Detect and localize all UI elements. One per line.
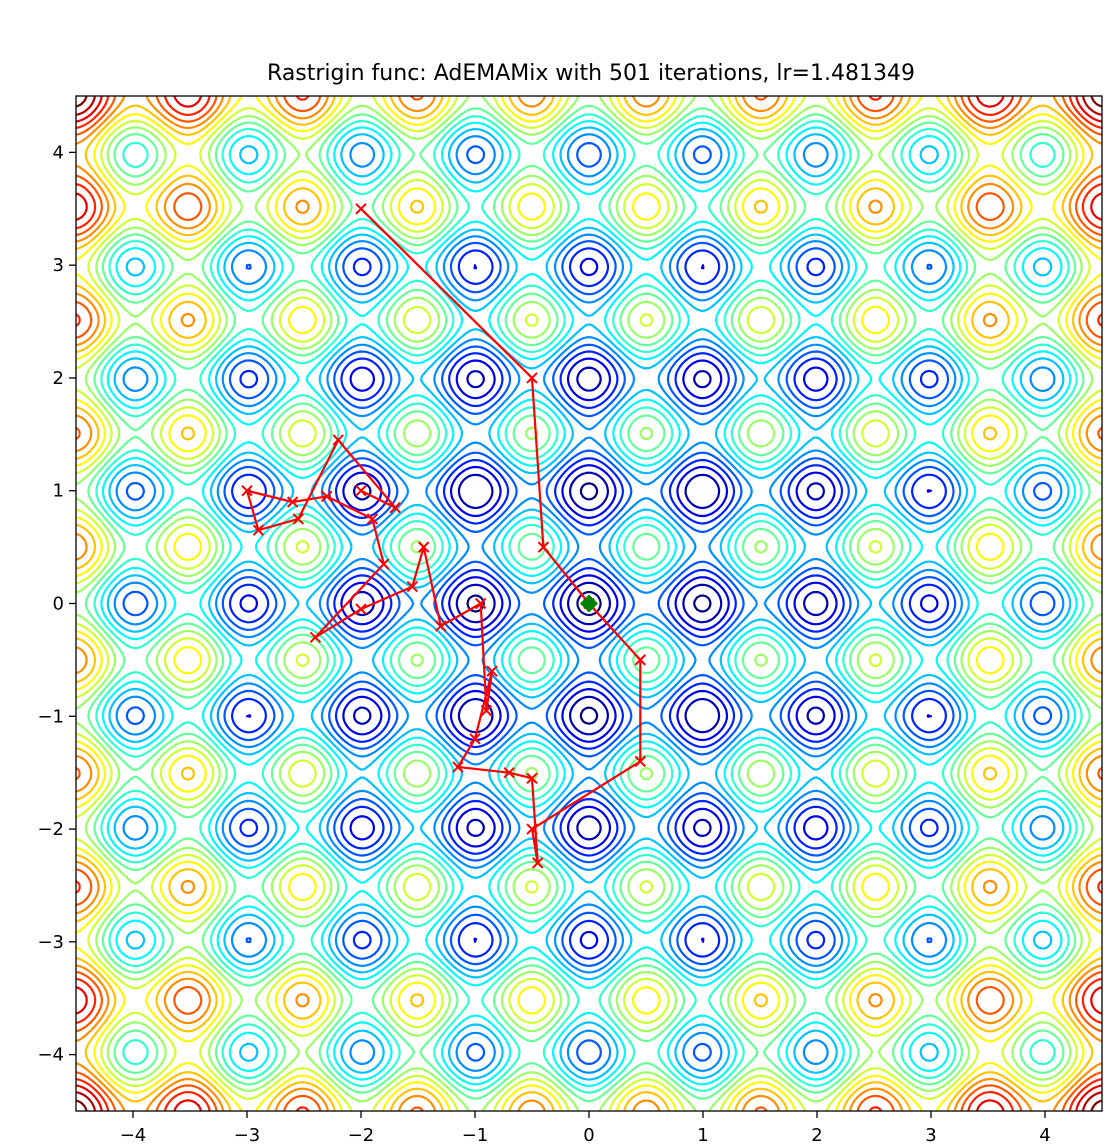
contour-level — [76, 96, 1102, 1111]
x-tick-label: 1 — [697, 1125, 708, 1146]
contour-level — [76, 96, 1102, 1111]
x-tick-label: −1 — [462, 1125, 489, 1146]
contour-level — [76, 96, 1102, 1111]
y-tick-label: −1 — [37, 706, 64, 727]
optimizer-path — [241, 203, 647, 869]
x-tick-label: 0 — [583, 1125, 594, 1146]
y-tick-label: 0 — [53, 594, 64, 615]
x-tick-label: −4 — [120, 1125, 147, 1146]
minimum-diamond — [580, 594, 598, 613]
contour-level — [466, 482, 712, 725]
y-tick-label: −3 — [37, 932, 64, 953]
path-point-marker — [486, 665, 498, 677]
path-point-marker — [531, 857, 544, 869]
path-line — [245, 208, 642, 864]
path-point-marker — [355, 603, 367, 615]
path-point-marker — [355, 485, 367, 497]
y-tick-label: 4 — [53, 142, 64, 163]
x-tick-label: −3 — [234, 1125, 261, 1146]
contour-level — [84, 104, 1094, 1103]
path-point-marker — [435, 620, 447, 632]
x-tick-label: −2 — [348, 1125, 375, 1146]
x-tick-label: 3 — [925, 1125, 936, 1146]
y-tick-label: 1 — [53, 481, 64, 502]
x-tick-label: 2 — [811, 1125, 822, 1146]
y-tick-label: 2 — [53, 368, 64, 389]
contour-level — [76, 96, 1102, 1111]
x-axis: −4 −3 −2 −1 0 1 2 3 4 — [120, 1111, 1051, 1146]
contour-level — [76, 96, 1102, 1111]
path-point-marker — [292, 513, 305, 525]
path-point-marker — [241, 485, 253, 497]
path-point-marker — [634, 755, 647, 768]
path-point-marker — [526, 823, 538, 835]
path-point-marker — [452, 761, 464, 773]
global-minimum-marker — [580, 594, 598, 613]
path-point-marker — [332, 434, 344, 446]
path-point-marker — [366, 513, 379, 525]
path-point-marker — [480, 704, 493, 717]
path-point-marker — [634, 654, 647, 666]
plot-area — [75, 95, 1103, 1112]
contour-level — [76, 96, 1102, 1111]
y-tick-label: −2 — [37, 819, 64, 840]
path-point-marker — [355, 203, 367, 215]
path-point-marker — [378, 558, 390, 570]
contour-level — [76, 96, 1102, 1111]
contour-level — [228, 247, 950, 960]
path-point-marker — [321, 490, 333, 503]
contour-level — [349, 366, 829, 841]
path-point-marker — [469, 733, 481, 745]
path-point-marker — [526, 772, 538, 785]
contour-level — [76, 96, 1102, 1111]
path-point-marker — [474, 597, 487, 610]
contour-level — [100, 120, 1078, 1087]
contour-level — [113, 133, 1065, 1074]
path-point-marker — [252, 524, 265, 536]
path-point-marker — [309, 631, 322, 644]
path-point-marker — [537, 541, 550, 553]
path-point-marker — [406, 580, 419, 593]
x-tick-label: 4 — [1039, 1125, 1050, 1146]
contour-level — [76, 96, 1102, 1111]
y-tick-label: −4 — [37, 1045, 64, 1066]
chart-title: Rastrigin func: AdEMAMix with 501 iterat… — [267, 61, 915, 86]
contour-level — [93, 113, 1085, 1094]
y-axis: 4 3 2 1 0 −1 −2 −3 −4 — [37, 142, 76, 1066]
path-point-marker — [503, 766, 515, 779]
y-tick-label: 3 — [53, 255, 64, 276]
path-point-marker — [389, 501, 401, 514]
path-point-marker — [286, 496, 299, 508]
path-point-marker — [526, 372, 538, 384]
contour-level — [239, 257, 939, 950]
path-point-marker — [417, 541, 430, 553]
